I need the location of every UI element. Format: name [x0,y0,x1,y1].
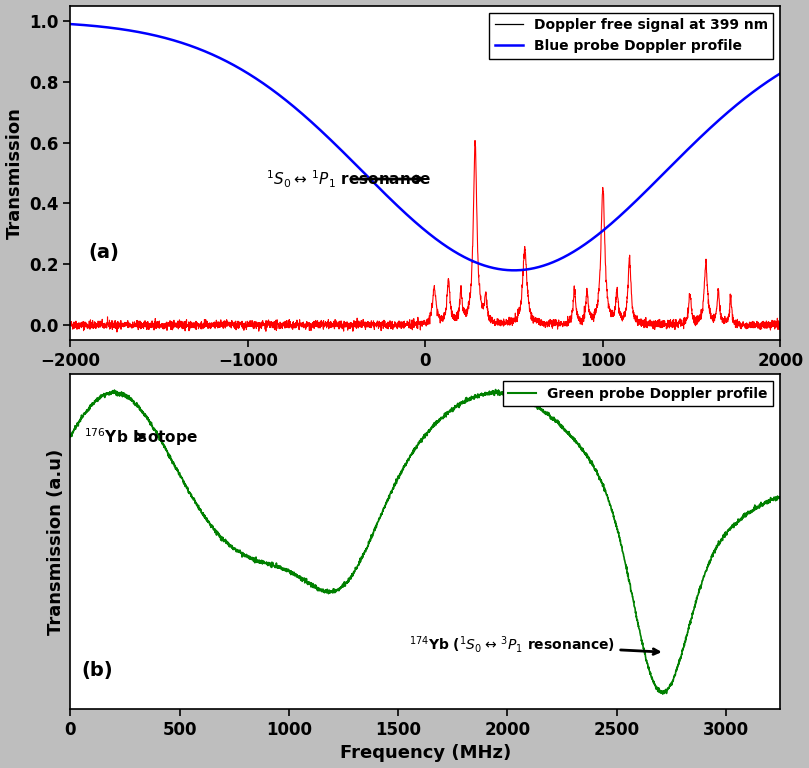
Y-axis label: Transmission (a.u): Transmission (a.u) [47,449,65,635]
X-axis label: Frequency (MHz): Frequency (MHz) [340,744,511,763]
Legend: Green probe Doppler profile: Green probe Doppler profile [503,381,773,406]
Legend: Doppler free signal at 399 nm, Blue probe Doppler profile: Doppler free signal at 399 nm, Blue prob… [489,12,773,58]
Y-axis label: Transmission: Transmission [6,107,23,239]
Text: (a): (a) [88,243,119,262]
Text: $^1S_0\leftrightarrow\,^1P_1$ resonance: $^1S_0\leftrightarrow\,^1P_1$ resonance [265,168,430,190]
Text: (b): (b) [82,660,113,680]
Text: $^{174}$Yb ($^1S_0\leftrightarrow\,^3P_1$ resonance): $^{174}$Yb ($^1S_0\leftrightarrow\,^3P_1… [409,634,659,655]
Text: $^{176}$Yb Isotope: $^{176}$Yb Isotope [83,426,197,448]
